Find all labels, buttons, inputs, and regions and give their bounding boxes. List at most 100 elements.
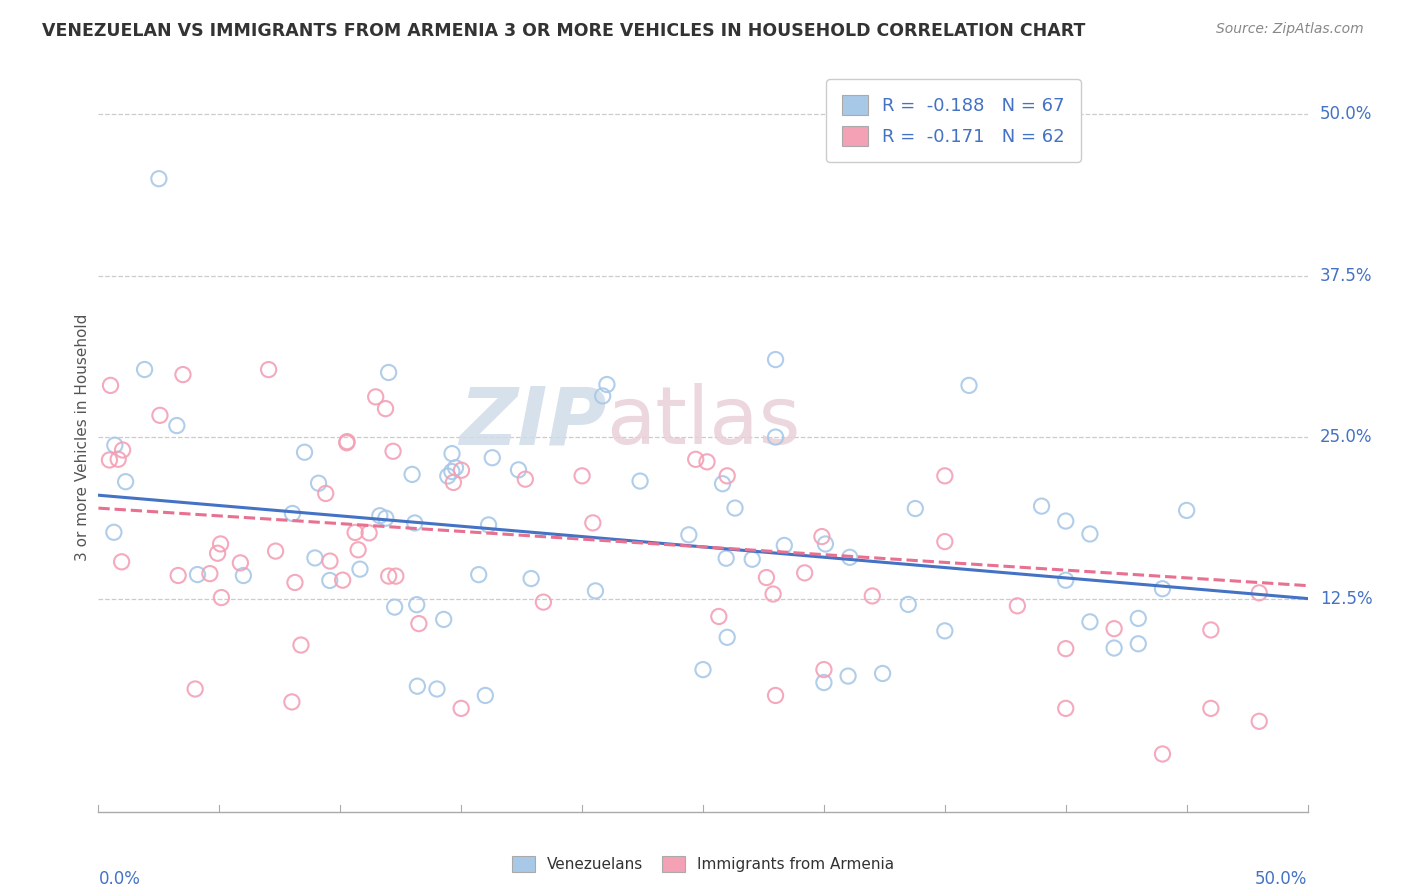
Point <box>347 542 370 557</box>
Point <box>838 550 860 565</box>
Point <box>477 517 499 532</box>
Point <box>755 570 778 584</box>
Point <box>571 468 593 483</box>
Point <box>1128 611 1150 625</box>
Point <box>172 368 194 382</box>
Point <box>374 511 396 525</box>
Point <box>405 598 427 612</box>
Point <box>1152 582 1174 596</box>
Point <box>440 465 463 479</box>
Point <box>741 552 763 566</box>
Point <box>714 551 737 566</box>
Point <box>685 452 707 467</box>
Point <box>957 378 980 392</box>
Point <box>209 537 232 551</box>
Point <box>149 409 172 423</box>
Point <box>359 525 381 540</box>
Point <box>897 598 920 612</box>
Point <box>374 401 396 416</box>
Point <box>1054 641 1077 656</box>
Point <box>284 575 307 590</box>
Point <box>281 695 304 709</box>
Point <box>474 689 496 703</box>
Point <box>762 587 785 601</box>
Text: 50.0%: 50.0% <box>1320 105 1372 123</box>
Point <box>904 501 927 516</box>
Point <box>377 366 399 380</box>
Point <box>811 530 834 544</box>
Point <box>401 467 423 482</box>
Point <box>406 679 429 693</box>
Point <box>232 568 254 582</box>
Point <box>1102 622 1125 636</box>
Point <box>304 550 326 565</box>
Point <box>167 568 190 582</box>
Text: 12.5%: 12.5% <box>1320 590 1372 607</box>
Point <box>934 534 956 549</box>
Point <box>440 447 463 461</box>
Point <box>696 455 718 469</box>
Point <box>773 538 796 552</box>
Point <box>264 544 287 558</box>
Point <box>1102 640 1125 655</box>
Point <box>934 624 956 638</box>
Point <box>433 612 456 626</box>
Point <box>1054 701 1077 715</box>
Point <box>1249 586 1271 600</box>
Point <box>336 434 359 449</box>
Point <box>860 589 883 603</box>
Point <box>107 452 129 467</box>
Point <box>186 567 208 582</box>
Text: 50.0%: 50.0% <box>1256 870 1308 888</box>
Point <box>837 669 859 683</box>
Point <box>1078 615 1101 629</box>
Point <box>596 377 619 392</box>
Point <box>385 569 408 583</box>
Point <box>707 609 730 624</box>
Point <box>692 663 714 677</box>
Point <box>716 468 738 483</box>
Point <box>166 418 188 433</box>
Point <box>319 574 342 588</box>
Point <box>520 572 543 586</box>
Point <box>444 460 467 475</box>
Point <box>515 472 537 486</box>
Point <box>1249 714 1271 729</box>
Point <box>184 681 207 696</box>
Point <box>344 525 367 540</box>
Point <box>111 555 134 569</box>
Y-axis label: 3 or more Vehicles in Household: 3 or more Vehicles in Household <box>75 313 90 561</box>
Point <box>716 630 738 644</box>
Point <box>404 516 426 530</box>
Point <box>678 528 700 542</box>
Point <box>1175 503 1198 517</box>
Point <box>315 486 337 500</box>
Point <box>934 468 956 483</box>
Point <box>872 666 894 681</box>
Legend: Venezuelans, Immigrants from Armenia: Venezuelans, Immigrants from Armenia <box>505 848 901 880</box>
Point <box>294 445 316 459</box>
Point <box>1199 623 1222 637</box>
Point <box>592 389 614 403</box>
Legend: R =  -0.188   N = 67, R =  -0.171   N = 62: R = -0.188 N = 67, R = -0.171 N = 62 <box>827 79 1081 162</box>
Point <box>148 171 170 186</box>
Point <box>508 463 530 477</box>
Point <box>111 442 134 457</box>
Point <box>813 663 835 677</box>
Point <box>724 501 747 516</box>
Point <box>384 600 406 615</box>
Point <box>711 476 734 491</box>
Text: 37.5%: 37.5% <box>1320 267 1372 285</box>
Point <box>229 556 252 570</box>
Point <box>441 475 464 490</box>
Point <box>408 616 430 631</box>
Point <box>1199 701 1222 715</box>
Point <box>134 362 156 376</box>
Point <box>765 352 787 367</box>
Point <box>765 689 787 703</box>
Point <box>585 583 607 598</box>
Point <box>364 390 387 404</box>
Point <box>813 675 835 690</box>
Point <box>814 537 837 551</box>
Point <box>290 638 312 652</box>
